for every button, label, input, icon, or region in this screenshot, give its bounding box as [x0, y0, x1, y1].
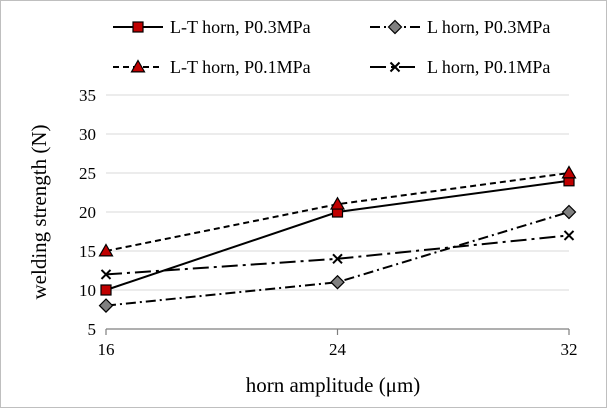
x-marker-stroke — [100, 269, 112, 280]
data-point-marker — [332, 253, 343, 265]
x-marker-stroke — [563, 230, 575, 241]
series-4 — [100, 230, 575, 280]
x-axis-title: horn amplitude (μm) — [246, 373, 421, 397]
y-tick-label: 35 — [79, 86, 96, 105]
series-2 — [98, 204, 577, 313]
series-1 — [100, 175, 575, 296]
y-tick-label: 5 — [88, 320, 97, 339]
legend-label: L-T horn, P0.3MPa — [170, 17, 311, 37]
x-tick-label: 32 — [561, 340, 578, 359]
legend-label: L-T horn, P0.1MPa — [170, 57, 311, 77]
data-point-marker — [563, 230, 575, 241]
x-marker-stroke — [389, 61, 401, 73]
series-line — [105, 172, 570, 252]
y-tick-label: 10 — [79, 281, 96, 300]
data-point-marker — [100, 284, 112, 296]
legend-marker — [389, 61, 401, 73]
gridlines — [106, 94, 569, 291]
legend-marker — [387, 19, 403, 35]
x-tick-label: 24 — [329, 340, 347, 359]
data-point-marker — [561, 165, 577, 179]
legend-marker — [132, 21, 144, 33]
y-tick-label: 30 — [79, 125, 96, 144]
x-marker-stroke — [332, 253, 343, 265]
data-point-marker — [561, 204, 577, 220]
y-axis-title: welding strength (N) — [27, 125, 51, 300]
legend-entry-3: L-T horn, P0.1MPa — [113, 57, 311, 77]
data-point-marker — [100, 269, 112, 280]
axes — [105, 328, 570, 335]
series-line — [105, 234, 570, 276]
data-point-marker — [329, 196, 346, 210]
series-3 — [98, 165, 577, 257]
series-layer — [98, 165, 577, 313]
data-point-marker — [98, 243, 114, 257]
y-tick-label: 25 — [79, 164, 96, 183]
data-point-marker — [330, 274, 345, 290]
legend-label: L horn, P0.1MPa — [427, 57, 550, 77]
legend-entry-2: L horn, P0.3MPa — [370, 17, 550, 37]
y-tick-label: 20 — [79, 203, 96, 222]
data-point-marker — [98, 298, 114, 313]
y-tick-labels: 5 10 15 20 25 30 35 — [79, 86, 96, 339]
x-tick-label: 16 — [98, 340, 115, 359]
legend-entry-1: L-T horn, P0.3MPa — [113, 17, 311, 37]
legend: L-T horn, P0.3MPa L horn, P0.3MPa L-T horn… — [113, 17, 550, 77]
legend-label: L horn, P0.3MPa — [427, 17, 550, 37]
x-tick-labels: 16 24 32 — [98, 340, 578, 359]
legend-marker — [130, 59, 146, 73]
legend-entry-4: L horn, P0.1MPa — [370, 57, 550, 77]
y-tick-label: 15 — [79, 242, 96, 261]
